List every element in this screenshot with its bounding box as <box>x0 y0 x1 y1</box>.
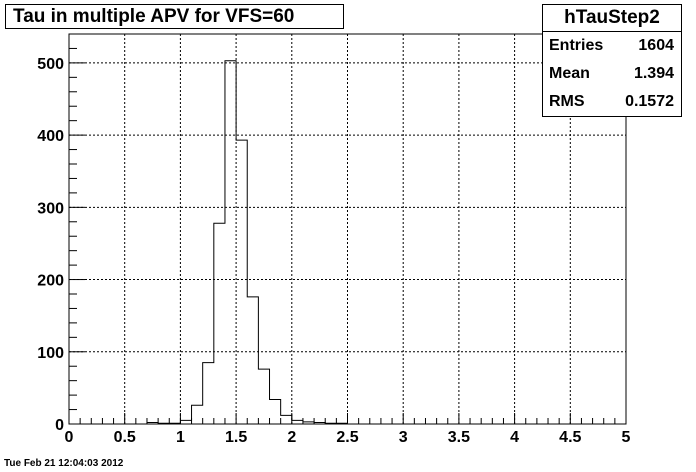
x-tick-label: 5 <box>622 429 631 446</box>
stat-value: 1604 <box>638 37 674 54</box>
stat-row-entries: Entries 1604 <box>543 32 681 60</box>
x-tick-label: 3.5 <box>448 429 470 446</box>
grid-lines <box>69 34 626 424</box>
stat-label: Mean <box>549 65 590 82</box>
y-tick-label: 100 <box>37 345 64 362</box>
stat-row-rms: RMS 0.1572 <box>543 88 681 116</box>
x-tick-label: 4.5 <box>559 429 581 446</box>
x-axis: 0 0.5 1 1.5 2 2.5 3 3.5 4 4.5 5 <box>65 413 631 446</box>
y-tick-label: 0 <box>55 417 64 434</box>
chart-title: Tau in multiple APV for VFS=60 <box>5 4 344 29</box>
stats-box: hTauStep2 Entries 1604 Mean 1.394 RMS 0.… <box>542 4 682 117</box>
y-tick-label: 300 <box>37 200 64 217</box>
histogram-name: hTauStep2 <box>543 5 681 32</box>
date-stamp: Tue Feb 21 12:04:03 2012 <box>4 458 124 469</box>
x-tick-label: 2.5 <box>336 429 358 446</box>
stat-value: 1.394 <box>633 65 674 82</box>
y-axis: 0 100 200 300 400 500 <box>37 47 85 434</box>
x-tick-label: 1.5 <box>225 429 247 446</box>
stat-label: Entries <box>549 37 604 54</box>
x-tick-label: 1 <box>176 429 185 446</box>
stat-label: RMS <box>549 93 585 110</box>
x-tick-label: 0 <box>65 429 74 446</box>
y-tick-label: 200 <box>37 273 64 290</box>
stat-value: 0.1572 <box>625 93 674 110</box>
y-tick-label: 400 <box>37 128 64 145</box>
x-tick-label: 3 <box>399 429 408 446</box>
x-tick-label: 4 <box>510 429 519 446</box>
y-tick-label: 500 <box>37 56 64 73</box>
x-tick-label: 2 <box>287 429 296 446</box>
histogram-outline <box>69 60 626 425</box>
x-tick-label: 0.5 <box>114 429 136 446</box>
stat-row-mean: Mean 1.394 <box>543 60 681 88</box>
